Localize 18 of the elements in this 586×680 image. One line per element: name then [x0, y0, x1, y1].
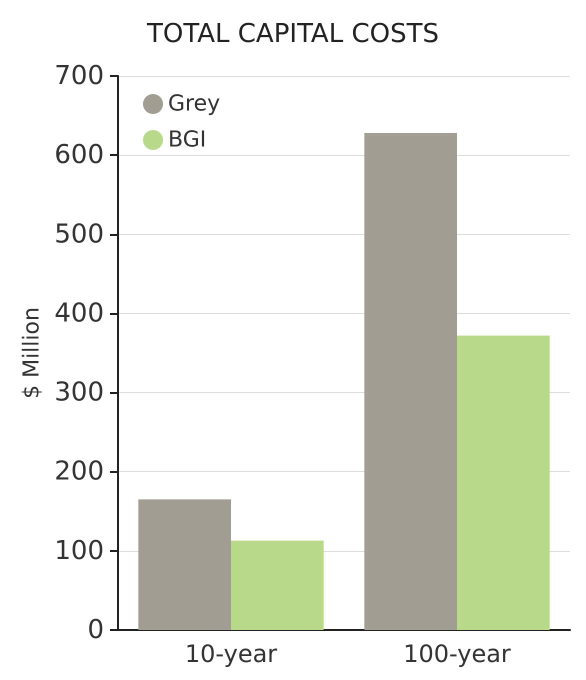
- y-tick-label: 0: [87, 615, 104, 645]
- y-tick-label: 300: [54, 378, 104, 408]
- y-tick-label: 500: [54, 219, 104, 250]
- bar: [457, 336, 550, 630]
- legend-label: BGI: [168, 128, 206, 152]
- y-tick-label: 600: [54, 140, 104, 170]
- bar: [231, 540, 324, 630]
- legend-label: Grey: [168, 92, 220, 116]
- chart-title: TOTAL CAPITAL COSTS: [146, 19, 439, 49]
- x-tick-label: 100-year: [403, 640, 511, 668]
- y-axis-title: $ Million: [20, 307, 44, 399]
- bar: [138, 499, 231, 630]
- y-tick-label: 700: [54, 61, 104, 91]
- x-tick-label: 10-year: [184, 640, 278, 668]
- y-tick-label: 400: [54, 298, 104, 328]
- y-tick-label: 200: [54, 456, 104, 487]
- y-tick-label: 100: [54, 536, 104, 566]
- bar: [364, 132, 457, 630]
